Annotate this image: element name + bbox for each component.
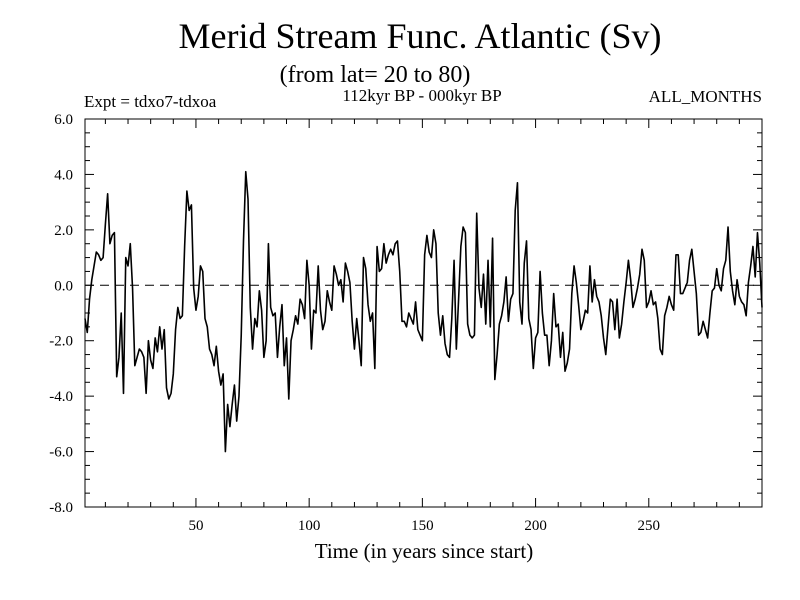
y-tick-label: 0.0 [54, 278, 73, 294]
y-tick-label: 2.0 [54, 223, 73, 239]
y-tick-label: -8.0 [49, 500, 73, 516]
y-tick-label: -2.0 [49, 334, 73, 350]
months-label: ALL_MONTHS [649, 87, 762, 106]
y-tick-label: -6.0 [49, 445, 73, 461]
x-tick-label: 100 [298, 518, 321, 534]
series-line-group [84, 170, 763, 453]
x-tick-label: 150 [411, 518, 434, 534]
chart-title: Merid Stream Func. Atlantic (Sv) [179, 16, 662, 56]
y-tick-label: -4.0 [49, 389, 73, 405]
y-tick-label: 6.0 [54, 112, 73, 128]
x-tick-label: 250 [638, 518, 661, 534]
y-tick-label: 4.0 [54, 167, 73, 183]
experiment-label: Expt = tdxo7-tdxoa [84, 92, 217, 111]
x-tick-label: 200 [524, 518, 547, 534]
period-label: 112kyr BP - 000kyr BP [342, 86, 501, 105]
x-axis-label: Time (in years since start) [315, 539, 534, 563]
axes: -8.0 -6.0 -4.0 -2.0 0.0 2.0 4.0 6.0 50 100 150 200 2… [49, 112, 763, 534]
chart-subtitle: (from lat= 20 to 80) [280, 62, 471, 88]
x-tick-label: 50 [188, 518, 203, 534]
series-line [84, 170, 763, 453]
